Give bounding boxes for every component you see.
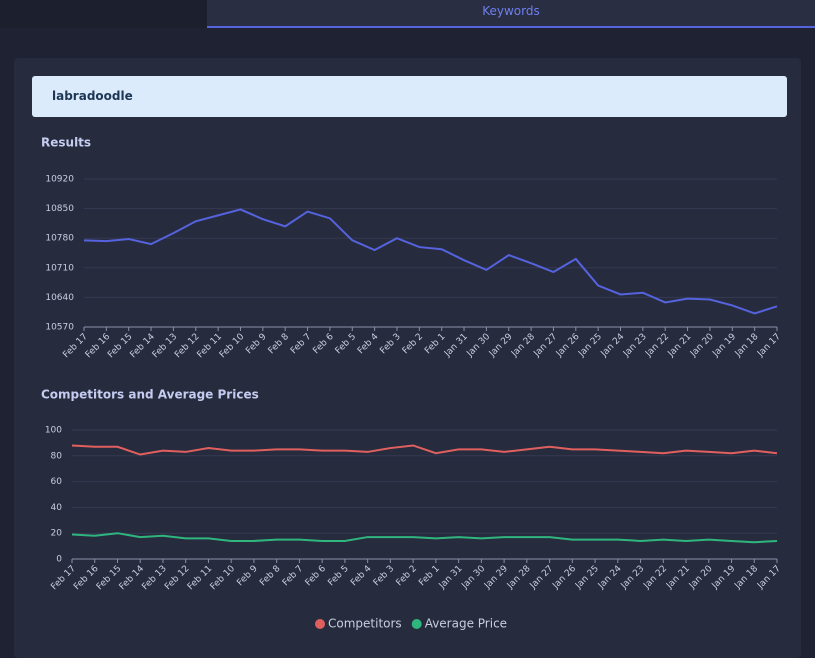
y-tick-label: 10570 bbox=[45, 323, 74, 333]
chart-title: Competitors and Average Prices bbox=[41, 388, 259, 402]
tab[interactable]: Keywords bbox=[207, 0, 815, 28]
y-tick-label: 80 bbox=[51, 451, 63, 461]
y-tick-label: 10780 bbox=[45, 234, 74, 244]
x-tick-label: Jan 18 bbox=[732, 564, 760, 592]
legend-label: Competitors bbox=[328, 617, 402, 631]
x-tick-label: Feb 9 bbox=[235, 564, 260, 589]
y-tick-label: 20 bbox=[51, 529, 63, 539]
panel bbox=[14, 58, 801, 658]
x-tick-label: Jan 23 bbox=[619, 564, 647, 592]
x-tick-label: Jan 27 bbox=[532, 332, 560, 360]
x-tick-label: Jan 29 bbox=[487, 332, 515, 360]
y-tick-label: 40 bbox=[51, 503, 63, 513]
x-tick-label: Feb 10 bbox=[209, 564, 238, 593]
x-tick-label: Jan 23 bbox=[621, 332, 649, 360]
x-tick-label: Jan 30 bbox=[460, 564, 488, 592]
x-tick-label: Jan 27 bbox=[528, 564, 556, 592]
x-tick-label: Feb 4 bbox=[349, 564, 374, 589]
x-tick-label: Feb 4 bbox=[356, 332, 381, 357]
x-tick-label: Feb 3 bbox=[372, 564, 396, 588]
x-tick-label: Feb 10 bbox=[218, 332, 247, 361]
tab-blank[interactable] bbox=[0, 0, 207, 28]
line bbox=[83, 208, 778, 315]
x-tick-label: Feb 8 bbox=[267, 332, 292, 357]
legend-label: Average Price bbox=[425, 617, 507, 631]
x-tick-label: Jan 22 bbox=[641, 564, 669, 592]
x-tick-label: Jan 20 bbox=[687, 564, 715, 592]
charts: Results 10570 10640 10710 10780 10850 10920 Feb… bbox=[41, 136, 783, 631]
x-tick-label: Feb 8 bbox=[258, 564, 283, 589]
legend-swatch bbox=[411, 619, 422, 629]
x-tick-label: Jan 28 bbox=[509, 332, 537, 360]
x-tick-label: Jan 20 bbox=[688, 332, 716, 360]
x-tick-label: Feb 5 bbox=[326, 564, 350, 588]
x-tick-label: Jan 17 bbox=[755, 332, 783, 360]
y-tick-label: 60 bbox=[51, 477, 63, 487]
x-tick-label: Jan 31 bbox=[437, 564, 465, 592]
x-tick-label: Jan 21 bbox=[664, 564, 692, 592]
y-tick-label: 10850 bbox=[45, 204, 74, 214]
x-tick-label: Jan 18 bbox=[733, 332, 761, 360]
x-tick-label: Jan 17 bbox=[755, 564, 783, 592]
x-tick-label: Jan 30 bbox=[465, 332, 493, 360]
x-tick-label: Feb 3 bbox=[378, 332, 402, 356]
x-tick-label: Feb 9 bbox=[244, 332, 269, 357]
x-tick-label: Jan 28 bbox=[505, 564, 533, 592]
x-tick-label: Jan 24 bbox=[599, 332, 627, 360]
x-tick-label: Jan 21 bbox=[666, 332, 694, 360]
legend-swatch bbox=[315, 619, 325, 629]
line bbox=[71, 532, 778, 544]
y-tick-label: 0 bbox=[56, 555, 62, 565]
y-tick-label: 100 bbox=[45, 426, 62, 436]
x-tick-label: Feb 6 bbox=[304, 564, 329, 589]
x-tick-label: Feb 2 bbox=[401, 332, 425, 356]
keyword: labradoodle bbox=[32, 76, 787, 117]
x-tick-label: Jan 19 bbox=[710, 564, 738, 592]
x-tick-label: Jan 19 bbox=[710, 332, 738, 360]
x-tick-label: Feb 7 bbox=[281, 564, 305, 588]
x-tick-label: Jan 22 bbox=[643, 332, 671, 360]
y-tick-label: 10710 bbox=[45, 263, 74, 273]
x-tick-label: Jan 25 bbox=[573, 564, 601, 592]
x-tick-label: Jan 24 bbox=[596, 564, 624, 592]
x-tick-label: Feb 7 bbox=[289, 332, 313, 356]
x-tick-label: Jan 29 bbox=[482, 564, 510, 592]
x-tick-label: Jan 25 bbox=[576, 332, 604, 360]
x-tick-label: Jan 26 bbox=[551, 564, 579, 592]
top-bar: Keywords bbox=[0, 0, 815, 28]
x-tick-label: Feb 5 bbox=[334, 332, 358, 356]
y-tick-label: 10640 bbox=[45, 293, 74, 303]
x-tick-label: Jan 31 bbox=[442, 332, 470, 360]
line bbox=[71, 444, 778, 456]
chart-title: Results bbox=[41, 136, 91, 150]
x-tick-label: Feb 2 bbox=[395, 564, 419, 588]
x-tick-label: Jan 26 bbox=[554, 332, 582, 360]
x-tick-label: Feb 6 bbox=[311, 332, 336, 357]
y-tick-label: 10920 bbox=[45, 175, 74, 185]
